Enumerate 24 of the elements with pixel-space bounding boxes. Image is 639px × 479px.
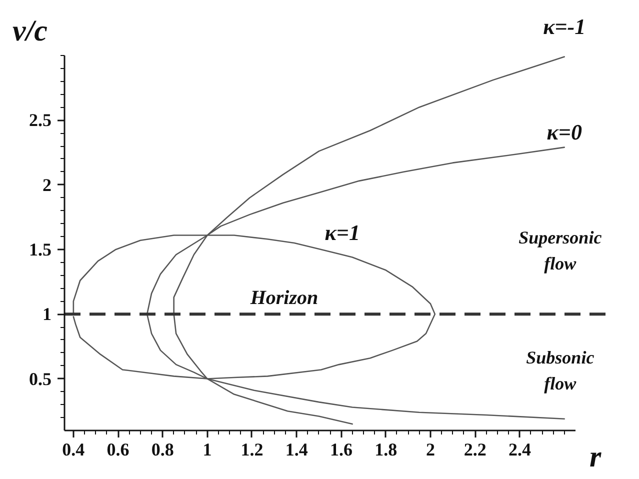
x-tick-label: 2.2 bbox=[464, 440, 486, 460]
x-tick-label: 1.6 bbox=[330, 440, 352, 460]
series-label: κ=0 bbox=[546, 119, 582, 144]
x-tick-label: 1.4 bbox=[285, 440, 308, 460]
x-axis-title: r bbox=[590, 440, 602, 474]
y-axis-title: v/c bbox=[12, 14, 48, 48]
x-tick-label: 0.6 bbox=[106, 440, 130, 460]
x-tick-label: 0.4 bbox=[62, 440, 85, 460]
y-tick-label: 2 bbox=[42, 174, 52, 195]
x-tick-label: 2 bbox=[426, 440, 435, 460]
y-tick-label: 1 bbox=[42, 304, 52, 324]
y-tick-label: 2.5 bbox=[29, 110, 52, 130]
annotation: Supersonic flow bbox=[518, 228, 602, 274]
series-label: κ=-1 bbox=[543, 14, 586, 39]
x-tick-label: 1 bbox=[202, 440, 212, 460]
x-tick-label: 2.4 bbox=[508, 440, 531, 460]
ref-line-label: Horizon bbox=[249, 287, 318, 310]
y-tick-label: 1.5 bbox=[29, 239, 52, 260]
y-tick-label: 0.5 bbox=[29, 368, 52, 389]
x-tick-label: 1.8 bbox=[374, 440, 398, 460]
x-tick-label: 1.2 bbox=[240, 440, 264, 460]
annotation: Subsonic flow bbox=[526, 348, 594, 394]
series-label: κ=1 bbox=[324, 220, 360, 246]
x-tick-label: 0.8 bbox=[151, 440, 174, 460]
